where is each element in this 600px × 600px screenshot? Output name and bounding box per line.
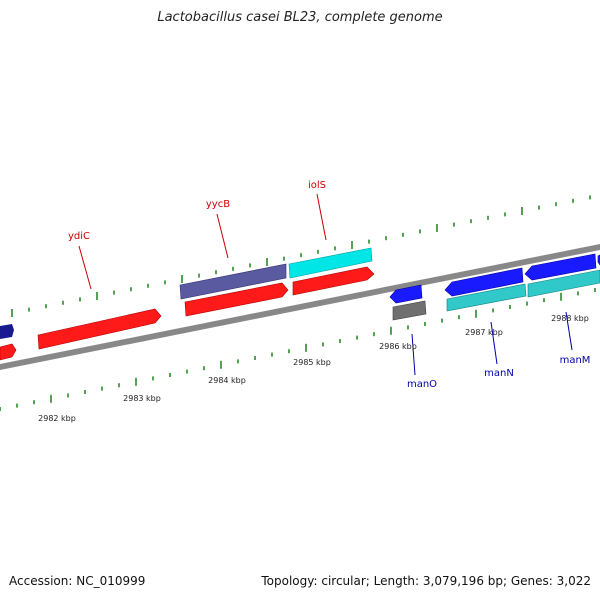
leader-manN: [490, 321, 498, 365]
genome-backbone: [0, 244, 600, 370]
cds-manO[interactable]: [389, 284, 423, 304]
scale-labels: 2982 kbp 2983 kbp 2984 kbp 2985 kbp 2986…: [38, 314, 589, 423]
genome-summary-text: Topology: circular; Length: 3,079,196 bp…: [261, 574, 591, 588]
feature-manO-grey[interactable]: [392, 300, 427, 321]
feature-track: [0, 247, 600, 361]
gene-label-manN[interactable]: manN: [484, 368, 514, 379]
cds-iolS[interactable]: [292, 266, 375, 296]
leader-yycB: [216, 213, 229, 259]
gene-label-yycB[interactable]: yycB: [206, 199, 230, 210]
gene-labels: ydiC yycB iolS manO manN manM: [68, 180, 590, 390]
leader-iolS: [316, 193, 327, 241]
cds-manN[interactable]: [444, 267, 524, 297]
accession-text: Accession: NC_010999: [9, 574, 146, 588]
scale-label-2986: 2986 kbp: [379, 342, 417, 351]
scale-label-2985: 2985 kbp: [293, 358, 331, 367]
gene-label-ydiC[interactable]: ydiC: [68, 231, 90, 242]
scale-label-2982: 2982 kbp: [38, 414, 76, 423]
inner-tick-ring: [0, 288, 596, 411]
leader-manO: [411, 333, 416, 376]
cds-yycB[interactable]: [184, 282, 289, 317]
gene-label-manM[interactable]: manM: [560, 355, 591, 366]
outer-tick-ring: [11, 195, 591, 317]
feature-yycB-dark[interactable]: [179, 263, 287, 300]
leader-ydiC: [78, 245, 92, 290]
scale-label-2983: 2983 kbp: [123, 394, 161, 403]
scale-label-2988: 2988 kbp: [551, 314, 589, 323]
scale-label-2984: 2984 kbp: [208, 376, 246, 385]
gene-label-manO[interactable]: manO: [407, 379, 437, 390]
cds-ydiC[interactable]: [37, 308, 162, 350]
feature-manN-teal[interactable]: [446, 283, 527, 312]
feature-iolS-cyan[interactable]: [288, 247, 373, 279]
feature-navy-left[interactable]: [0, 324, 14, 339]
feature-manM-teal[interactable]: [527, 269, 600, 298]
cds-manM[interactable]: [524, 253, 597, 281]
scale-label-2987: 2987 kbp: [465, 328, 503, 337]
leader-manM: [565, 311, 573, 351]
map-title: Lactobacillus casei BL23, complete genom…: [157, 10, 443, 25]
label-leader-lines: [78, 193, 573, 376]
gene-label-iolS[interactable]: iolS: [308, 180, 326, 191]
feature-red-left[interactable]: [0, 343, 17, 361]
